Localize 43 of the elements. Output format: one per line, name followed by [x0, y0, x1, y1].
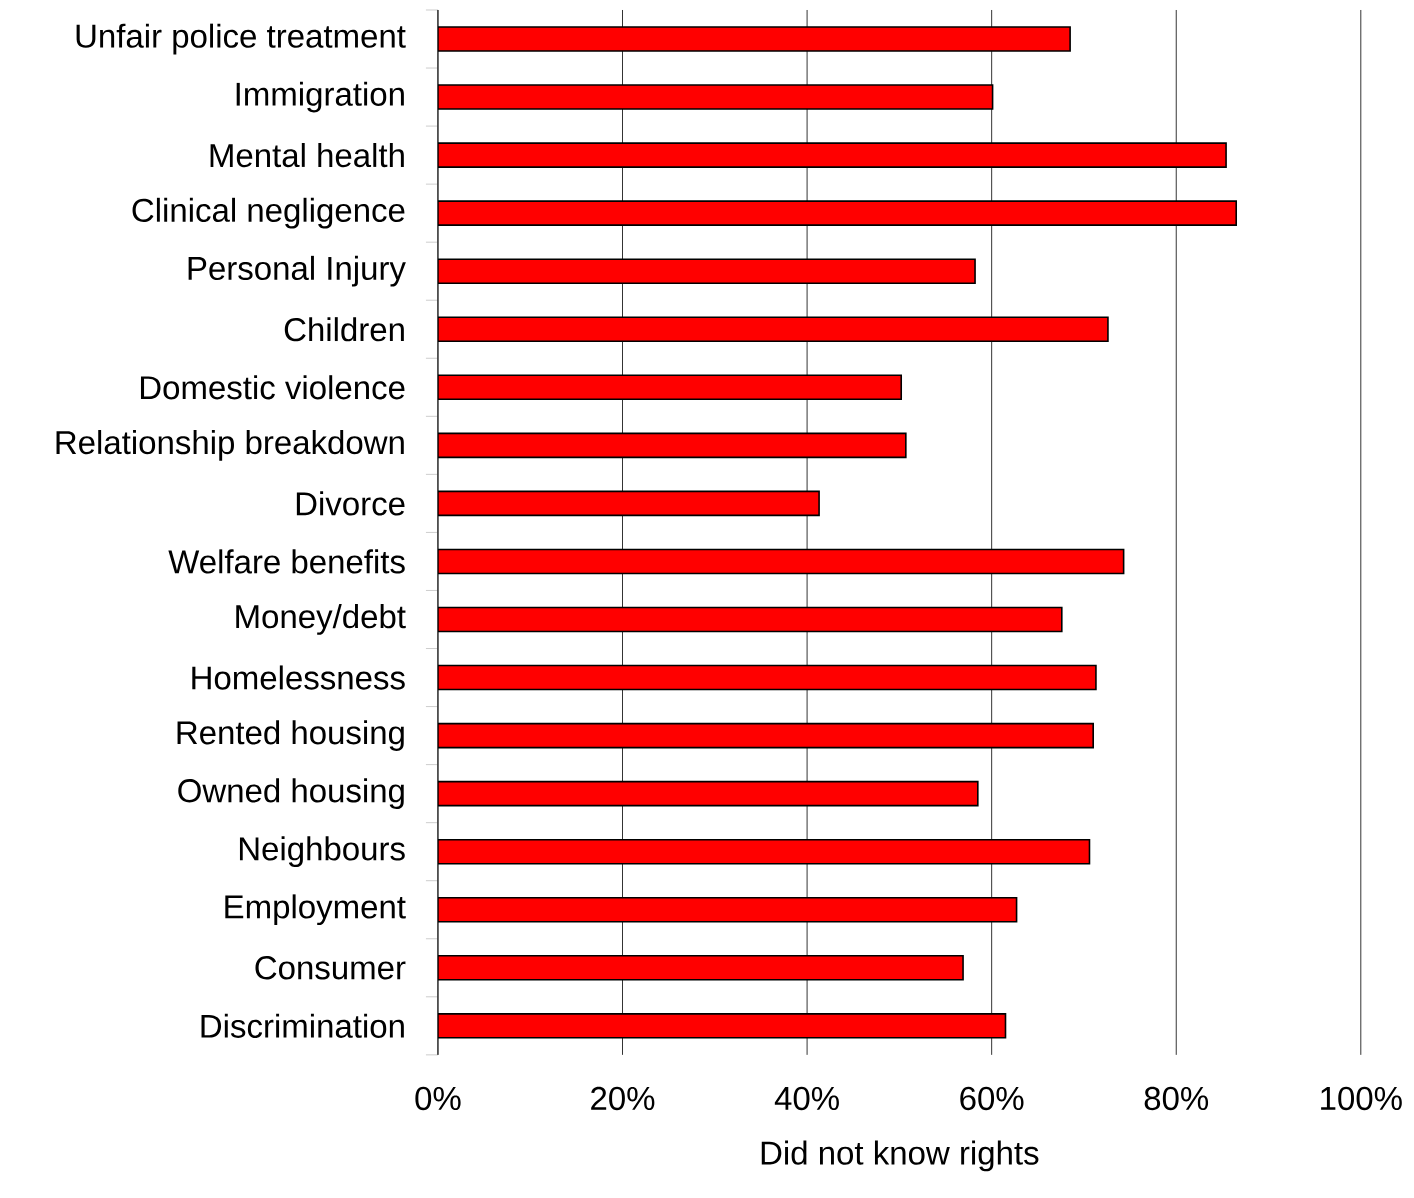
y-tick-label: Money/debt [236, 604, 406, 635]
x-tick-label: 60% [960, 1086, 1024, 1111]
x-tick-label: 20% [591, 1086, 655, 1111]
bar [437, 897, 1018, 923]
y-tick-label: Welfare benefits [168, 549, 405, 574]
bar [437, 258, 976, 285]
y-tick-label: Discrimination [201, 1013, 404, 1039]
bar [437, 84, 994, 110]
x-tick-label: 40% [774, 1086, 839, 1111]
y-tick-label: Mental health [210, 143, 404, 168]
bar [437, 722, 1094, 749]
y-tick-label: Personal Injury [188, 255, 406, 287]
bar [437, 26, 1071, 52]
bar [437, 432, 907, 459]
y-tick-label: Owned housing [178, 778, 404, 810]
x-axis-title: Did not know rights [761, 1140, 1039, 1172]
y-tick-label: Relationship breakdown [56, 430, 404, 461]
bar [437, 548, 1125, 575]
y-tick-label: Divorce [296, 491, 405, 516]
y-tick-label: Rented housing [177, 720, 404, 752]
x-tick-label: 0% [415, 1086, 461, 1111]
y-tick-label: Neighbours [239, 836, 405, 868]
bar [437, 664, 1097, 691]
bar [437, 1013, 1007, 1039]
x-tick-label: 80% [1144, 1086, 1209, 1111]
bar [437, 490, 820, 517]
y-tick-label: Employment [225, 894, 406, 926]
bar [437, 142, 1227, 169]
y-tick-label: Clinical negligence [132, 197, 405, 229]
bar [437, 200, 1238, 227]
y-tick-label: Consumer [255, 956, 406, 980]
bar [437, 374, 903, 401]
y-tick-label: Unfair police treatment [76, 23, 406, 55]
y-tick-label: Immigration [236, 81, 404, 113]
x-tick-label: 100% [1321, 1086, 1402, 1111]
y-tick-label: Children [284, 317, 404, 342]
bar [437, 316, 1109, 343]
bar [437, 606, 1063, 633]
bar [437, 780, 979, 807]
y-tick-label: Homelessness [192, 665, 405, 690]
bar [437, 838, 1091, 865]
bar [437, 955, 964, 981]
y-tick-label: Domestic violence [140, 375, 405, 400]
